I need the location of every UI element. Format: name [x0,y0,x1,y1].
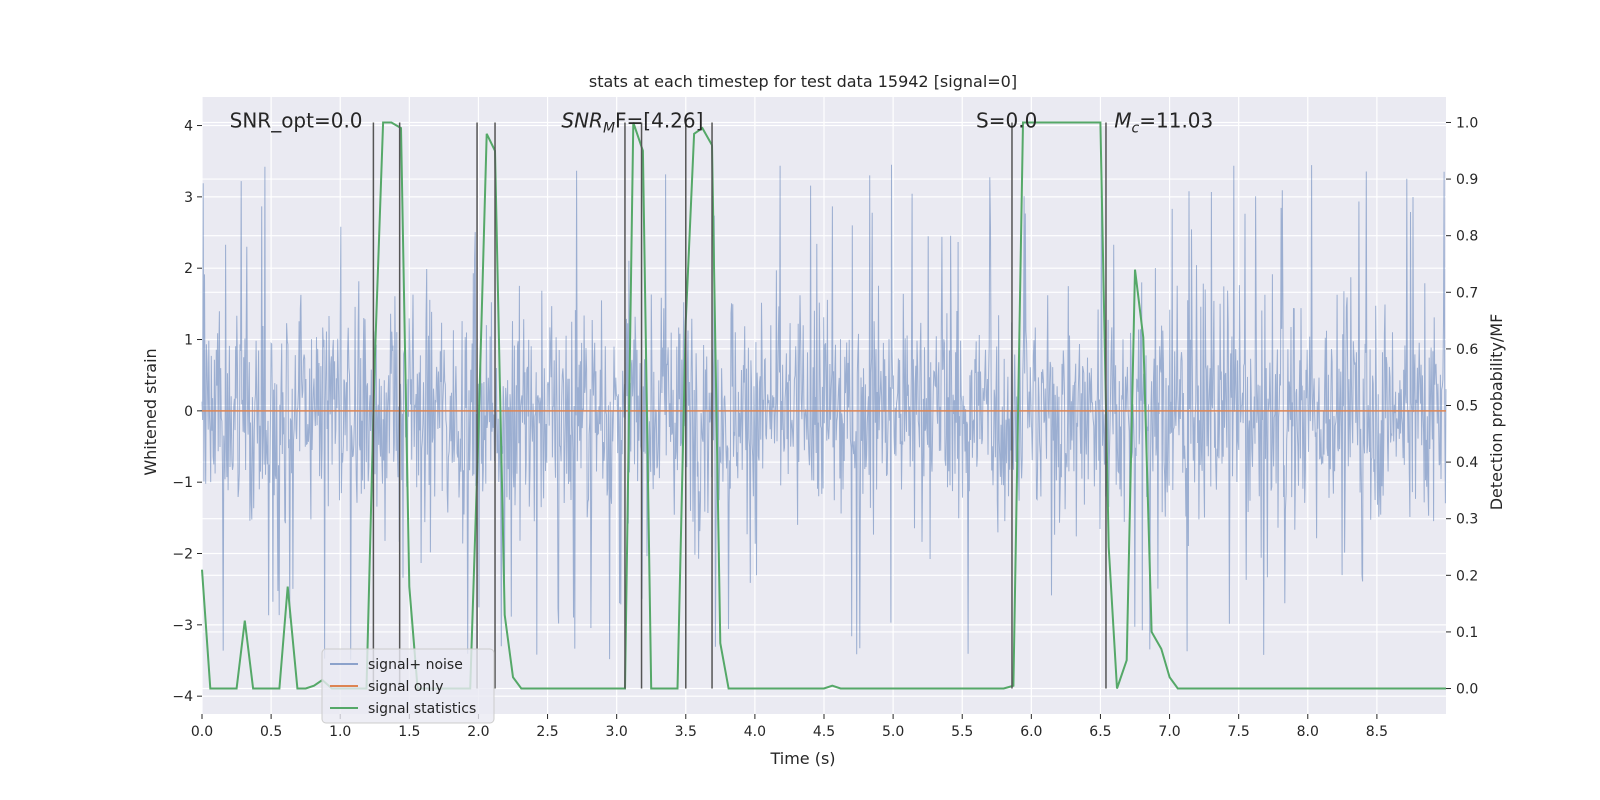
x-tick-label: 0.5 [260,724,282,740]
x-tick-label: 8.0 [1297,724,1319,740]
y-tick-label: 1 [184,333,193,349]
x-tick-label: 4.5 [813,724,835,740]
y-tick-label: −3 [172,618,193,634]
annotation: SNR_opt=0.0 [230,109,363,133]
noise-trace [201,164,1447,660]
x-tick-label: 6.0 [1020,724,1042,740]
y-right-tick-label: 1.0 [1456,115,1478,131]
y-tick-label: 4 [184,119,193,135]
x-tick-label: 7.0 [1158,724,1180,740]
annotation: Mc=11.03 [1114,109,1213,137]
annotation-text: SNR_opt=0.0 [230,109,363,133]
y-tick-label: −4 [172,689,193,705]
annotation: SNRMF=[4.26] [561,109,703,137]
chart-title: stats at each timestep for test data 159… [589,72,1017,91]
annotation-text: M [1114,109,1131,133]
series-signal-noise [201,164,1447,660]
x-tick-label: 1.5 [398,724,420,740]
x-tick-label: 3.5 [675,724,697,740]
x-tick-label: 8.5 [1366,724,1388,740]
x-tick-label: 0.0 [191,724,213,740]
y-tick-label: 0 [184,404,193,420]
axis-ticks: 0.0 0.5 1.0 1.5 2.0 2.5 3.0 3.5 4.0 4.5 5.0 5.5 6.0 6… [172,115,1478,740]
legend-label: signal statistics [368,701,476,717]
annotation-rest: =11.03 [1139,109,1213,133]
x-tick-label: 6.5 [1089,724,1111,740]
y-right-tick-label: 0.6 [1456,342,1478,358]
detection-marker-lines [372,122,1107,689]
x-tick-label: 2.5 [536,724,558,740]
x-tick-label: 2.0 [467,724,489,740]
y-right-tick-label: 0.3 [1456,512,1478,528]
annotation: S=0.0 [976,109,1037,133]
legend-box [321,648,495,724]
y-right-tick-label: 0.8 [1456,229,1478,245]
x-axis-label: Time (s) [769,749,835,768]
x-tick-label: 1.0 [329,724,351,740]
y-right-tick-label: 0.7 [1456,285,1478,301]
annotation-subscript: c [1132,121,1140,137]
y-axis-label: Whitened strain [141,348,160,475]
y-right-tick-label: 0.2 [1456,568,1478,584]
x-tick-label: 3.0 [606,724,628,740]
annotation-subscript: M [603,121,615,137]
y-right-tick-label: 0.4 [1456,455,1478,471]
y-tick-label: 2 [184,261,193,277]
annotations: SNR_opt=0.0 SNRMF=[4.26] S=0.0 Mc=11.03 [230,109,1214,137]
y-right-tick-label: 0.1 [1456,625,1478,641]
legend-label: signal only [368,679,443,695]
legend-label: signal+ noise [368,657,463,673]
legend: signal+ noise signal only signal statistic… [321,648,495,724]
y-tick-label: −2 [172,547,193,563]
y-right-tick-label: 0.9 [1456,172,1478,188]
x-tick-label: 5.0 [882,724,904,740]
annotation-text: SNR [561,109,603,133]
y-tick-label: −1 [172,475,193,491]
y-right-tick-label: 0.0 [1456,682,1478,698]
y-tick-label: 3 [184,190,193,206]
y-axis-right-label: Detection probability/MF [1487,314,1506,511]
y-right-tick-label: 0.5 [1456,399,1478,415]
x-tick-label: 4.0 [744,724,766,740]
x-tick-label: 5.5 [951,724,973,740]
x-tick-label: 7.5 [1228,724,1250,740]
annotation-rest: F=[4.26] [615,109,703,133]
annotation-text: S=0.0 [976,109,1037,133]
